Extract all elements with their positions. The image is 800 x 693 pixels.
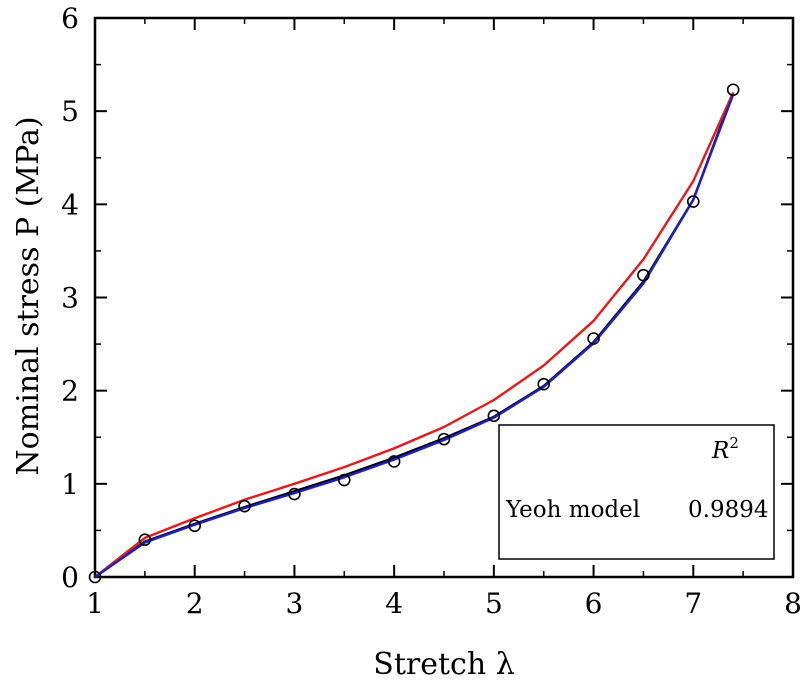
series-layer xyxy=(88,83,740,584)
data-point xyxy=(88,570,102,584)
x-tick-label: 3 xyxy=(286,587,304,620)
data-point xyxy=(437,432,451,446)
y-tick-label: 1 xyxy=(61,468,79,501)
y-tick-label: 2 xyxy=(61,375,79,408)
data-point xyxy=(288,487,301,501)
tick-marks xyxy=(94,17,794,578)
x-tick-label: 7 xyxy=(684,587,702,620)
x-tick-label: 6 xyxy=(585,587,603,620)
y-axis-label: Nominal stress P (MPa) xyxy=(11,116,46,475)
x-tick-label: 8 xyxy=(784,587,800,620)
legend-row-label: Yeoh model xyxy=(505,497,640,523)
legend-box: R2 Yeoh model 0.9894 xyxy=(498,424,775,560)
y-axis-label-text: Nominal stress P (MPa) xyxy=(11,116,46,475)
x-axis-label: Stretch λ xyxy=(373,647,514,682)
legend-header: R2 xyxy=(711,434,739,464)
data-point xyxy=(487,409,501,423)
data-point xyxy=(238,499,251,513)
x-tick-label: 2 xyxy=(186,587,204,620)
y-tick-label: 6 xyxy=(61,2,79,35)
data-point xyxy=(686,195,700,208)
data-point xyxy=(587,332,600,345)
x-tick-label: 5 xyxy=(485,587,503,620)
data-point xyxy=(387,455,401,468)
x-tick-label: 1 xyxy=(86,587,104,620)
y-tick-label: 3 xyxy=(61,282,79,315)
series-line-2 xyxy=(94,92,735,578)
y-tick-label: 0 xyxy=(61,561,79,594)
data-point xyxy=(138,533,152,547)
y-tick-label: 5 xyxy=(61,95,79,128)
x-tick-label: 4 xyxy=(385,587,403,620)
data-point xyxy=(188,519,202,533)
data-point xyxy=(537,377,551,391)
legend-row-value: 0.9894 xyxy=(688,497,768,523)
data-point xyxy=(337,473,351,487)
legend-header-superscript: 2 xyxy=(729,434,739,452)
data-point xyxy=(637,268,650,282)
data-point xyxy=(726,83,740,97)
series-line-3 xyxy=(94,93,735,578)
legend-header-symbol: R xyxy=(711,438,729,464)
legend-frame xyxy=(498,424,775,560)
y-tick-label: 4 xyxy=(61,188,79,221)
